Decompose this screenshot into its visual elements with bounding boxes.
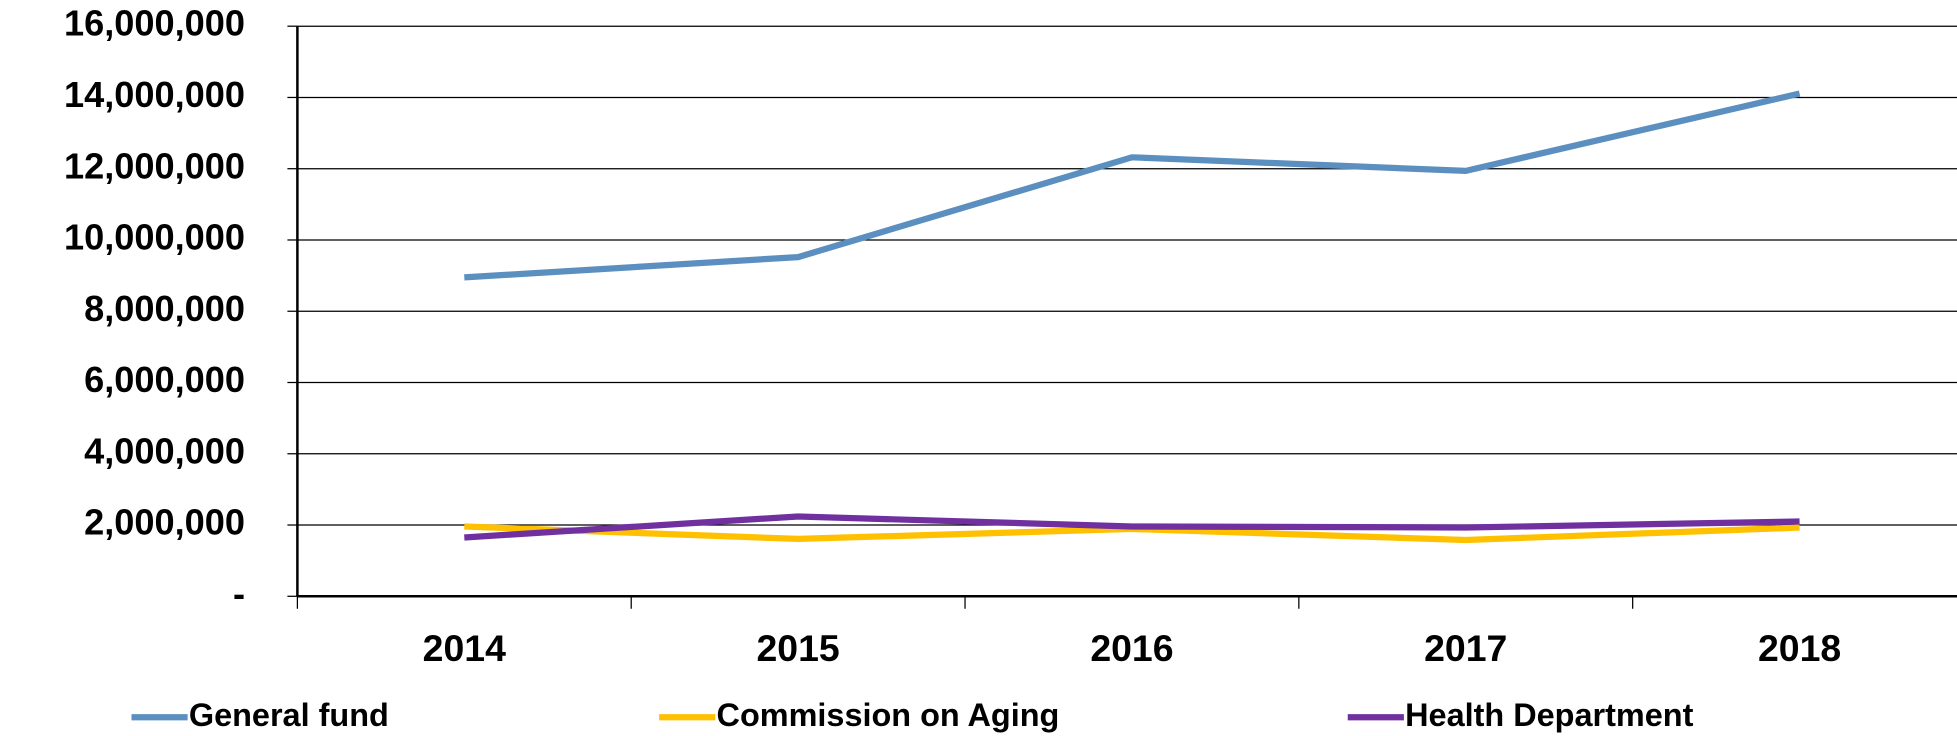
y-tick-label: 8,000,000: [84, 288, 245, 329]
y-tick-label: -: [233, 573, 245, 614]
x-tick-label: 2014: [423, 627, 506, 669]
legend-label: Health Department: [1405, 697, 1693, 733]
y-tick-label: 6,000,000: [84, 359, 245, 400]
x-tick-label: 2015: [757, 627, 840, 669]
x-tick-label: 2018: [1758, 627, 1841, 669]
y-tick-label: 2,000,000: [84, 502, 245, 543]
legend-label: General fund: [189, 697, 389, 733]
legend-label: Commission on Aging: [717, 697, 1060, 733]
x-tick-label: 2016: [1090, 627, 1173, 669]
y-tick-label: 16,000,000: [64, 3, 245, 44]
line-series: [464, 513, 1800, 541]
y-tick-label: 12,000,000: [64, 145, 245, 186]
x-tick-label: 2017: [1424, 627, 1507, 669]
y-tick-label: 4,000,000: [84, 430, 245, 471]
y-tick-label: 14,000,000: [64, 74, 245, 115]
line-series: [464, 90, 1801, 281]
y-tick-label: 10,000,000: [64, 217, 245, 258]
